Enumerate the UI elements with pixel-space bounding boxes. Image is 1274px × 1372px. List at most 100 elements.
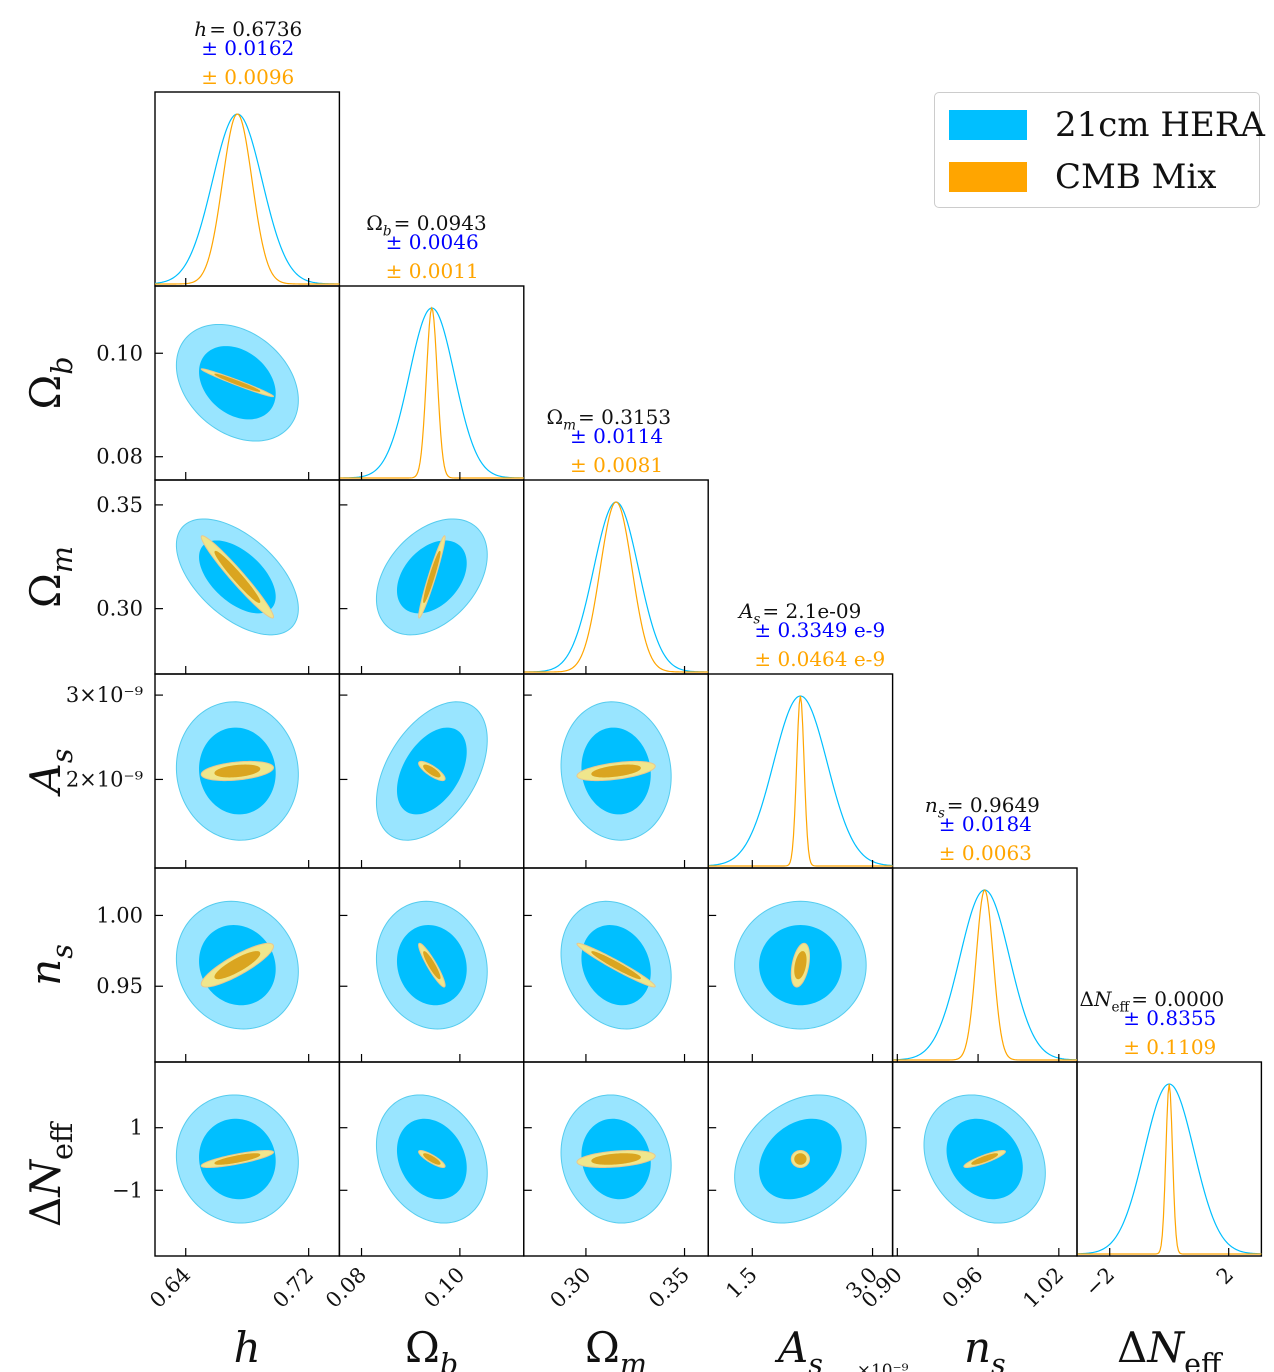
contour-cmb-inner	[591, 1153, 641, 1165]
panel-2d-dNeff-vs-Omega_b	[338, 1061, 525, 1257]
x-tick-label: 2	[1212, 1263, 1238, 1289]
contour-cmb-inner	[214, 764, 261, 778]
panel-2d-A_s-vs-Omega_m	[523, 673, 709, 869]
y-tick-label: 0.08	[96, 445, 143, 469]
header-name: Ωb	[366, 211, 391, 240]
legend-swatch-hera	[949, 110, 1027, 140]
panel-2d-n_s-vs-Omega_m	[523, 867, 709, 1063]
contour-cmb-inner	[214, 951, 261, 980]
y-tick-label: −1	[112, 1178, 143, 1202]
y-tick-label: 1.00	[96, 903, 143, 927]
panel-frame	[154, 91, 341, 287]
header-value: = 0.9649	[947, 793, 1040, 817]
contour-cmb-inner	[423, 1153, 441, 1165]
curve-1d-cmb	[892, 889, 1077, 1061]
contour-cmb-inner	[423, 550, 441, 603]
curve-1d-cmb	[708, 695, 893, 867]
panel-2d-dNeff-vs-Omega_m	[523, 1061, 709, 1257]
panel-2d-Omega_m-vs-h	[154, 479, 341, 675]
y-axis-label: ΔNeff	[21, 1121, 79, 1227]
panel-frame	[523, 479, 709, 675]
y-axis-label: As	[21, 749, 79, 798]
header-value: = 0.0000	[1131, 987, 1224, 1011]
x-axis-label: Ωm	[585, 1323, 647, 1372]
curve-1d-hera	[523, 501, 709, 673]
header-sigma-hera: ± 0.0184	[939, 812, 1032, 836]
header-name: ns	[925, 793, 945, 822]
contour-cmb-inner	[214, 550, 261, 603]
y-tick-label: 1	[130, 1116, 143, 1140]
panel-2d-Omega_m-vs-Omega_b	[338, 479, 525, 675]
y-tick-label: 0.35	[96, 493, 143, 517]
x-axis-label: h	[234, 1323, 261, 1372]
curve-1d-cmb	[523, 501, 709, 673]
x-tick-label: 1.02	[1018, 1263, 1068, 1313]
header-name: As	[737, 599, 760, 628]
legend-label-hera: 21cm HERA	[1055, 105, 1265, 145]
x-tick-label: 0.08	[321, 1263, 371, 1313]
x-tick-label: 0.72	[268, 1263, 318, 1313]
y-tick-label: 0.30	[96, 597, 143, 621]
x-tick-label: 0.64	[145, 1263, 195, 1313]
header-name: ΔNeff	[1080, 987, 1131, 1016]
legend-item-cmb: CMB Mix	[949, 157, 1217, 197]
legend-swatch-cmb	[949, 162, 1027, 192]
header-value: = 0.3153	[578, 405, 671, 429]
x-tick-label: 0.10	[419, 1263, 469, 1313]
y-axis-label: ns	[21, 944, 79, 986]
panel-frame	[1076, 1061, 1263, 1257]
curve-1d-hera	[892, 889, 1078, 1061]
x-axis-label: ns	[964, 1323, 1006, 1372]
header-sigma-hera: ± 0.0162	[201, 36, 294, 60]
y-axis-label: Ωb	[21, 356, 79, 409]
panel-1d-dNeff: ΔNeff = 0.0000± 0.8355 ± 0.1109	[1076, 987, 1263, 1257]
header-value: = 2.1e-09	[762, 599, 861, 623]
contour-cmb-inner	[794, 951, 807, 980]
panel-1d-A_s: As = 2.1e-09± 0.3349 e-9 ± 0.0464 e-9	[707, 599, 894, 869]
panel-2d-dNeff-vs-h	[154, 1061, 341, 1257]
contour-cmb-inner	[423, 764, 441, 778]
x-offset-label: ×10⁻⁹	[857, 1361, 909, 1372]
x-tick-label: 0.30	[545, 1263, 595, 1313]
y-tick-label: 0.95	[96, 974, 143, 998]
panel-2d-A_s-vs-h	[154, 673, 341, 869]
panel-frame	[891, 867, 1078, 1063]
header-sigma-hera: ± 0.0046	[386, 230, 479, 254]
panel-2d-dNeff-vs-A_s	[707, 1061, 894, 1257]
contour-cmb-inner	[971, 1153, 999, 1165]
curve-1d-hera	[339, 307, 524, 479]
x-tick-label: 0.35	[644, 1263, 694, 1313]
contour-cmb-inner	[794, 1153, 807, 1165]
header-sigma-cmb: ± 0.0464 e-9	[754, 647, 885, 671]
panel-1d-Omega_b: Ωb = 0.0943± 0.0046 ± 0.0011	[338, 211, 525, 481]
panel-1d-h: h = 0.6736± 0.0162 ± 0.0096	[154, 17, 341, 287]
panel-frame	[338, 285, 525, 481]
panel-1d-n_s: ns = 0.9649± 0.0184 ± 0.0063	[891, 793, 1078, 1063]
y-axis-label: Ωm	[21, 546, 79, 608]
header-name: Ωm	[547, 405, 576, 434]
contour-cmb-inner	[214, 373, 261, 392]
panel-1d-Omega_m: Ωm = 0.3153± 0.0114 ± 0.0081	[523, 405, 709, 675]
header-name: h	[194, 17, 207, 41]
contour-cmb-inner	[214, 1153, 261, 1165]
legend: 21cm HERA CMB Mix	[934, 92, 1265, 208]
panel-2d-A_s-vs-Omega_b	[338, 673, 525, 869]
panel-2d-n_s-vs-A_s	[707, 867, 894, 1063]
contour-cmb-inner	[591, 951, 641, 980]
y-tick-label: 3×10⁻⁹	[66, 683, 143, 707]
x-tick-label: 0.96	[938, 1263, 988, 1313]
header-sigma-cmb: ± 0.0011	[386, 259, 479, 283]
curve-1d-hera	[708, 695, 893, 867]
panel-frame	[891, 1061, 1078, 1257]
panel-2d-Omega_b-vs-h	[154, 285, 341, 481]
x-tick-label: 1.5	[721, 1263, 762, 1304]
header-sigma-hera: ± 0.3349 e-9	[754, 618, 885, 642]
curve-1d-cmb	[1077, 1083, 1262, 1255]
x-axis-label: ΔNeff	[1117, 1323, 1223, 1372]
legend-item-hera: 21cm HERA	[949, 105, 1265, 145]
legend-label-cmb: CMB Mix	[1055, 157, 1217, 197]
curve-1d-cmb	[339, 306, 524, 479]
header-sigma-cmb: ± 0.0096	[201, 65, 294, 89]
curve-1d-cmb	[155, 113, 340, 285]
